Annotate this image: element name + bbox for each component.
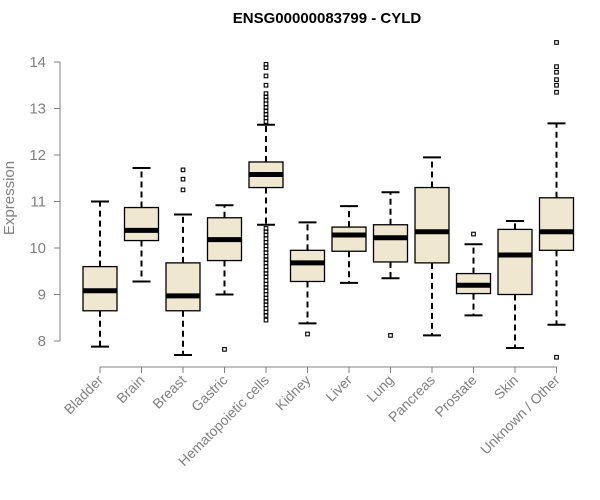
outlier-point <box>554 354 559 360</box>
y-tick-label: 10 <box>29 240 46 257</box>
outlier-point <box>471 231 476 237</box>
box-group <box>538 40 575 360</box>
box-group <box>289 221 326 337</box>
y-axis: 8 9 10 11 12 13 14 <box>29 54 61 350</box>
outlier-point <box>263 281 269 287</box>
outlier-point <box>180 167 186 173</box>
outlier-point <box>263 73 269 79</box>
box-group <box>123 167 160 283</box>
outlier-point <box>263 309 269 315</box>
box <box>331 226 367 252</box>
outlier-point <box>263 82 269 88</box>
outlier-point <box>263 247 269 252</box>
outlier-point <box>388 333 393 338</box>
outlier-point <box>554 82 559 88</box>
outlier-point <box>180 187 186 193</box>
outlier-point <box>263 226 269 231</box>
plot-area <box>82 40 575 360</box>
outlier-point <box>263 119 269 124</box>
outlier-point <box>263 264 269 269</box>
box-group <box>82 200 118 348</box>
box-group <box>372 191 409 338</box>
outlier-point <box>263 61 269 67</box>
outlier-point <box>222 347 227 352</box>
box-group <box>331 205 367 284</box>
outlier-point <box>263 91 269 96</box>
y-tick-label: 9 <box>38 287 46 304</box>
outlier-point <box>554 64 559 69</box>
outlier-point <box>263 295 269 301</box>
x-tick-label: Bladder <box>61 372 107 418</box>
outlier-point <box>554 89 559 95</box>
box <box>497 228 533 296</box>
outlier-point <box>263 112 269 117</box>
x-tick-label: Lung <box>363 372 396 405</box>
x-tick-label: Breast <box>149 372 189 412</box>
box-group <box>455 231 492 317</box>
x-tick-label: Prostate <box>431 372 479 420</box>
outlier-point <box>263 278 269 283</box>
outlier-point <box>263 267 269 273</box>
outlier-point <box>554 77 559 83</box>
x-tick-label: Brain <box>113 372 147 406</box>
y-tick-label: 8 <box>38 333 46 350</box>
box <box>289 249 326 283</box>
outlier-point <box>263 317 269 323</box>
y-axis-label: Expression <box>1 161 18 235</box>
outlier-point <box>554 69 559 75</box>
y-tick-label: 12 <box>29 147 46 164</box>
box-group <box>206 204 243 352</box>
outlier-point <box>263 101 269 107</box>
outlier-point <box>554 40 559 45</box>
outlier-point <box>263 240 269 245</box>
outlier-point <box>180 176 186 182</box>
outlier-point <box>263 254 269 259</box>
box <box>372 224 409 263</box>
box-group <box>414 156 450 337</box>
box <box>123 206 160 242</box>
outlier-point <box>263 306 269 311</box>
box <box>538 197 575 251</box>
outlier-point <box>263 292 269 297</box>
y-tick-label: 14 <box>29 54 46 71</box>
box <box>165 262 201 312</box>
box-group <box>165 167 201 356</box>
box-group <box>497 220 533 349</box>
x-tick-label: Skin <box>491 372 522 403</box>
outlier-point <box>305 331 310 337</box>
chart-title: ENSG00000083799 - CYLD <box>233 10 422 27</box>
x-tick-label: Unknown / Other <box>477 372 563 458</box>
x-tick-label: Kidney <box>272 372 314 414</box>
outlier-point <box>263 236 269 242</box>
outlier-point <box>263 105 269 110</box>
box <box>414 186 450 264</box>
y-tick-label: 11 <box>30 194 46 211</box>
y-tick-label: 13 <box>29 101 46 118</box>
box-group <box>248 61 284 323</box>
x-tick-label: Liver <box>322 372 355 405</box>
